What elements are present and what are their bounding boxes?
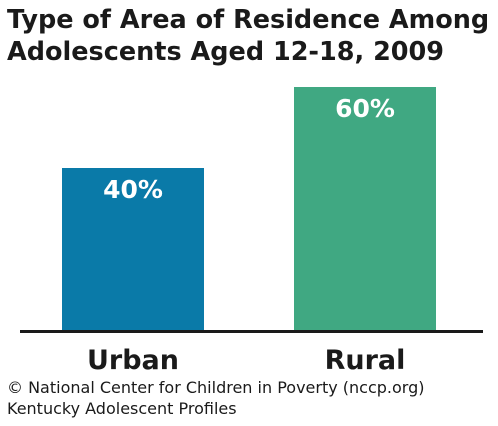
bar-rural (294, 87, 436, 330)
category-label-rural: Rural (325, 345, 406, 376)
bar-urban (62, 168, 204, 330)
data-label-rural: 60% (335, 94, 395, 123)
data-label-urban: 40% (103, 175, 163, 204)
category-label-urban: Urban (87, 345, 179, 376)
chart-title: Type of Area of Residence Among Adolesce… (7, 4, 497, 68)
source-text: Kentucky Adolescent Profiles (7, 399, 237, 418)
chart-title-line-1: Type of Area of Residence Among (7, 5, 490, 35)
chart-title-line-2: Adolescents Aged 12-18, 2009 (7, 37, 445, 67)
footer: © National Center for Children in Povert… (7, 377, 424, 419)
copyright-text: © National Center for Children in Povert… (7, 378, 425, 397)
